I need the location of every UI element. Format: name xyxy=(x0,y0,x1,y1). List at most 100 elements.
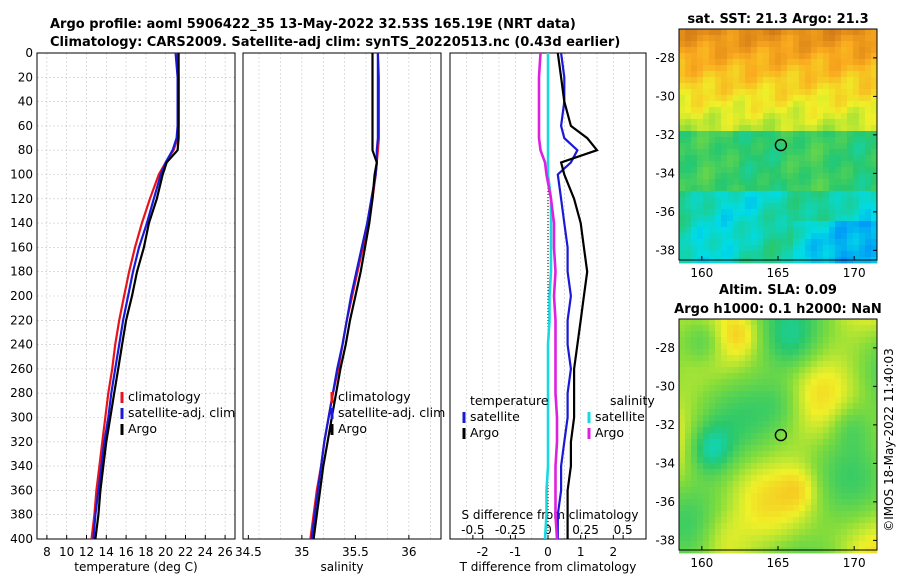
map-cell xyxy=(835,203,842,210)
map-cell xyxy=(763,185,770,192)
map-cell xyxy=(787,47,794,54)
map-cell xyxy=(853,107,860,114)
map-cell xyxy=(835,125,842,132)
map-cell xyxy=(781,53,788,60)
map-cell xyxy=(715,493,722,500)
map-cell xyxy=(847,325,854,332)
map-cell xyxy=(775,541,782,548)
map-cell xyxy=(817,517,824,524)
map-cell xyxy=(847,403,854,410)
map-cell xyxy=(805,143,812,150)
map-cell xyxy=(727,83,734,90)
map-cell xyxy=(685,439,692,446)
map-cell xyxy=(853,325,860,332)
map-cell xyxy=(715,391,722,398)
map-cell xyxy=(871,379,878,386)
map-cell xyxy=(775,463,782,470)
map-cell xyxy=(865,221,872,228)
map-cell xyxy=(709,71,716,78)
map-cell xyxy=(709,125,716,132)
map-cell xyxy=(823,493,830,500)
map-cell xyxy=(775,517,782,524)
map-cell xyxy=(823,53,830,60)
map-cell xyxy=(763,355,770,362)
map-cell xyxy=(793,337,800,344)
map-cell xyxy=(817,331,824,338)
map-cell xyxy=(853,65,860,72)
map-cell xyxy=(811,83,818,90)
map-cell xyxy=(715,197,722,204)
map-cell xyxy=(793,421,800,428)
map-cell xyxy=(751,433,758,440)
map-cell xyxy=(769,493,776,500)
map-cell xyxy=(823,41,830,48)
map-cell xyxy=(823,499,830,506)
map-cell xyxy=(739,403,746,410)
map-cell xyxy=(733,361,740,368)
map-cell xyxy=(679,179,686,186)
map-cell xyxy=(853,535,860,542)
map-cell xyxy=(763,409,770,416)
map-cell xyxy=(871,331,878,338)
map-cell xyxy=(691,415,698,422)
map-cell xyxy=(703,65,710,72)
map-cell xyxy=(871,493,878,500)
map-cell xyxy=(733,239,740,246)
map-cell xyxy=(715,125,722,132)
map-cell xyxy=(805,173,812,180)
map-cell xyxy=(679,41,686,48)
map-cell xyxy=(751,215,758,222)
map-cell xyxy=(859,107,866,114)
map-cell xyxy=(787,65,794,72)
map-cell xyxy=(745,535,752,542)
map-cell xyxy=(751,41,758,48)
map-cell xyxy=(781,343,788,350)
map-cell xyxy=(859,373,866,380)
map-cell xyxy=(805,95,812,102)
map-cell xyxy=(769,505,776,512)
map-cell xyxy=(829,499,836,506)
map-cell xyxy=(679,403,686,410)
map-cell xyxy=(871,59,878,66)
map-cell xyxy=(799,155,806,162)
map-cell xyxy=(679,71,686,78)
map-cell xyxy=(733,137,740,144)
map-cell xyxy=(871,475,878,482)
map-cell xyxy=(811,493,818,500)
map-cell xyxy=(763,373,770,380)
map-cell xyxy=(757,233,764,240)
map-cell xyxy=(733,83,740,90)
map-cell xyxy=(721,107,728,114)
map-cell xyxy=(823,209,830,216)
map-cell xyxy=(691,137,698,144)
map-cell xyxy=(703,421,710,428)
map-cell xyxy=(823,221,830,228)
x-tick-label: 35.5 xyxy=(342,545,369,559)
map-cell xyxy=(799,343,806,350)
map-cell xyxy=(733,451,740,458)
map-cell xyxy=(811,481,818,488)
map-cell xyxy=(745,53,752,60)
map-cell xyxy=(859,349,866,356)
map-cell xyxy=(697,125,704,132)
map-cell xyxy=(691,457,698,464)
map-cell xyxy=(769,445,776,452)
x-tick-label: 36 xyxy=(401,545,416,559)
map-cell xyxy=(709,209,716,216)
map-cell xyxy=(829,397,836,404)
map-cell xyxy=(745,373,752,380)
map-cell xyxy=(775,445,782,452)
map-cell xyxy=(727,493,734,500)
map-cell xyxy=(817,59,824,66)
map-cell xyxy=(847,197,854,204)
map-cell xyxy=(817,35,824,42)
map-cell xyxy=(733,415,740,422)
map-cell xyxy=(805,47,812,54)
map-cell xyxy=(757,397,764,404)
map-cell xyxy=(805,385,812,392)
map-cell xyxy=(721,137,728,144)
map-cell xyxy=(847,185,854,192)
map-cell xyxy=(763,385,770,392)
map-cell xyxy=(691,245,698,252)
map-cell xyxy=(799,251,806,258)
